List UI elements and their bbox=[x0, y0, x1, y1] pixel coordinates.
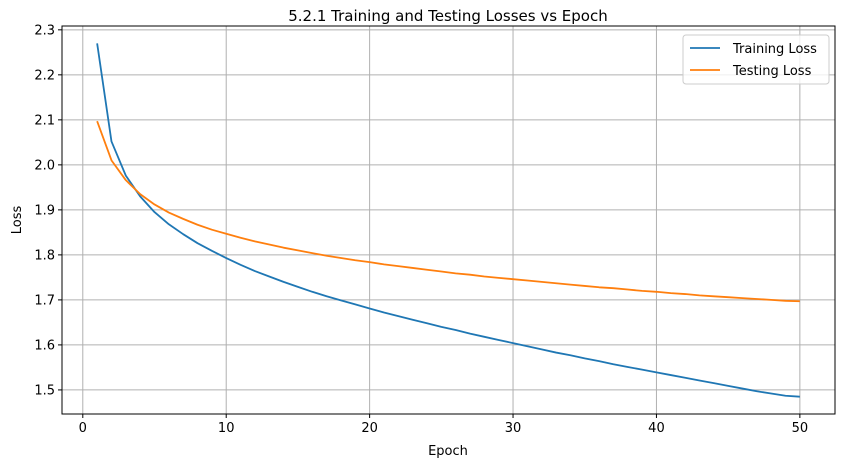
legend-label-training: Training Loss bbox=[732, 42, 817, 57]
x-axis-label: Epoch bbox=[428, 444, 468, 459]
series-lines bbox=[96, 43, 800, 398]
y-axis-ticks: 1.5 1.6 1.7 1.8 1.9 2.0 2.1 2.2 2.3 bbox=[34, 23, 62, 398]
x-tick-label: 0 bbox=[79, 421, 87, 436]
x-tick-label: 10 bbox=[218, 421, 235, 436]
x-tick-label: 30 bbox=[505, 421, 522, 436]
y-axis-label: Loss bbox=[10, 206, 25, 235]
y-tick-label: 2.3 bbox=[34, 23, 55, 38]
x-tick-label: 50 bbox=[792, 421, 809, 436]
y-tick-label: 1.8 bbox=[34, 248, 55, 263]
y-tick-label: 2.1 bbox=[34, 113, 55, 128]
x-tick-label: 40 bbox=[648, 421, 665, 436]
y-tick-label: 1.5 bbox=[34, 383, 55, 398]
y-tick-label: 1.9 bbox=[34, 203, 55, 218]
plot-frame bbox=[61, 25, 836, 415]
y-tick-label: 1.6 bbox=[34, 338, 55, 353]
x-tick-label: 20 bbox=[361, 421, 378, 436]
y-tick-label: 2.2 bbox=[34, 68, 55, 83]
x-axis-ticks: 0 10 20 30 40 50 bbox=[79, 414, 808, 436]
legend: Training Loss Testing Loss bbox=[682, 34, 830, 85]
series-line-training bbox=[96, 43, 800, 398]
y-tick-label: 2.0 bbox=[34, 158, 55, 173]
chart-title: 5.2.1 Training and Testing Losses vs Epo… bbox=[288, 7, 607, 25]
legend-label-testing: Testing Loss bbox=[732, 64, 812, 79]
y-tick-label: 1.7 bbox=[34, 293, 55, 308]
series-line-testing bbox=[96, 120, 800, 303]
